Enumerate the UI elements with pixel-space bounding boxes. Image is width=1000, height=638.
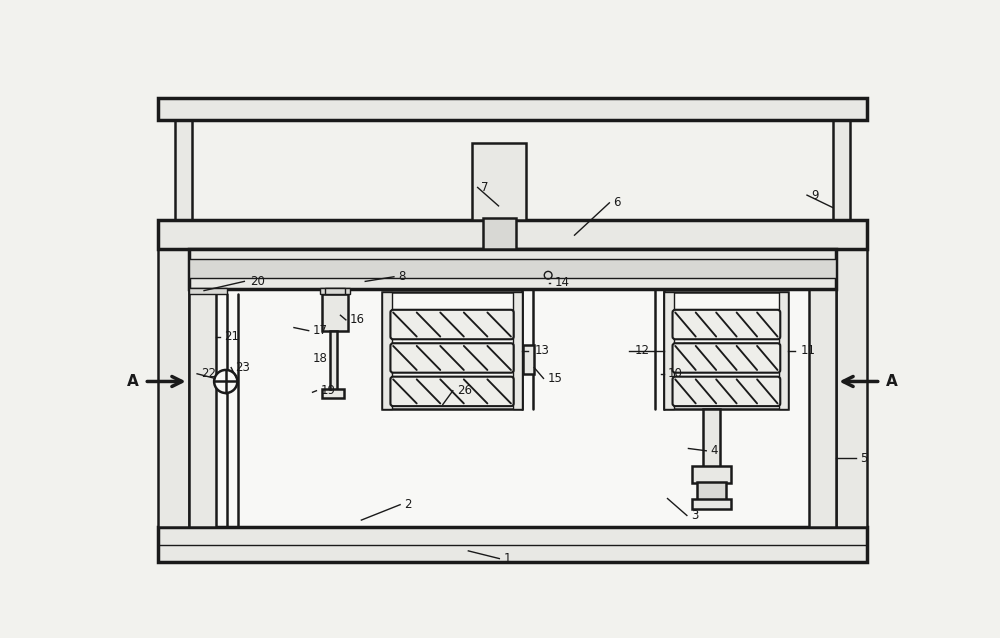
Bar: [779, 292, 788, 409]
FancyBboxPatch shape: [390, 376, 514, 406]
Bar: [523, 345, 534, 374]
Bar: [158, 98, 867, 120]
Text: 16: 16: [350, 313, 365, 327]
Bar: [836, 248, 867, 527]
Text: 17: 17: [313, 324, 328, 337]
Text: 20: 20: [251, 275, 265, 288]
Bar: [330, 330, 337, 392]
Text: 9: 9: [811, 189, 818, 202]
FancyBboxPatch shape: [673, 310, 780, 339]
Text: 23: 23: [235, 361, 250, 374]
Bar: [158, 219, 867, 249]
Bar: [189, 259, 836, 278]
Text: 5: 5: [860, 452, 867, 465]
Bar: [833, 98, 850, 219]
Text: 10: 10: [668, 367, 682, 380]
FancyBboxPatch shape: [673, 343, 780, 373]
Bar: [697, 482, 726, 500]
Bar: [189, 288, 836, 527]
FancyBboxPatch shape: [673, 376, 780, 406]
Bar: [189, 288, 216, 527]
Bar: [664, 292, 788, 409]
Text: 21: 21: [224, 330, 239, 343]
Text: A: A: [127, 374, 139, 389]
Bar: [664, 292, 674, 409]
Bar: [692, 498, 731, 509]
Text: A: A: [886, 374, 898, 389]
Text: 6: 6: [613, 197, 621, 209]
Bar: [325, 288, 345, 295]
Text: 26: 26: [457, 384, 472, 397]
Bar: [320, 288, 350, 295]
Text: 11: 11: [801, 344, 816, 357]
Bar: [382, 292, 522, 409]
Bar: [175, 98, 192, 219]
Bar: [189, 249, 836, 289]
Text: 2: 2: [404, 498, 412, 511]
Text: 18: 18: [313, 352, 327, 365]
Text: 22: 22: [201, 367, 216, 380]
Text: 13: 13: [534, 344, 549, 357]
Text: 8: 8: [398, 271, 405, 283]
Bar: [382, 292, 392, 409]
Bar: [512, 292, 522, 409]
Bar: [483, 218, 516, 249]
Text: 15: 15: [547, 372, 562, 385]
Text: 19: 19: [320, 384, 335, 397]
Bar: [322, 293, 348, 330]
Text: 4: 4: [710, 444, 718, 457]
Bar: [703, 409, 720, 468]
Bar: [158, 248, 189, 527]
Bar: [158, 527, 867, 561]
FancyBboxPatch shape: [390, 343, 514, 373]
Bar: [692, 466, 731, 483]
Bar: [809, 288, 836, 527]
FancyBboxPatch shape: [390, 310, 514, 339]
Bar: [322, 389, 344, 398]
Bar: [189, 288, 227, 293]
Text: 7: 7: [482, 181, 489, 194]
Text: 12: 12: [635, 344, 650, 357]
Circle shape: [214, 370, 237, 393]
Bar: [472, 143, 526, 219]
Text: 1: 1: [503, 552, 511, 565]
Text: 3: 3: [691, 509, 698, 522]
Text: 14: 14: [555, 276, 570, 290]
